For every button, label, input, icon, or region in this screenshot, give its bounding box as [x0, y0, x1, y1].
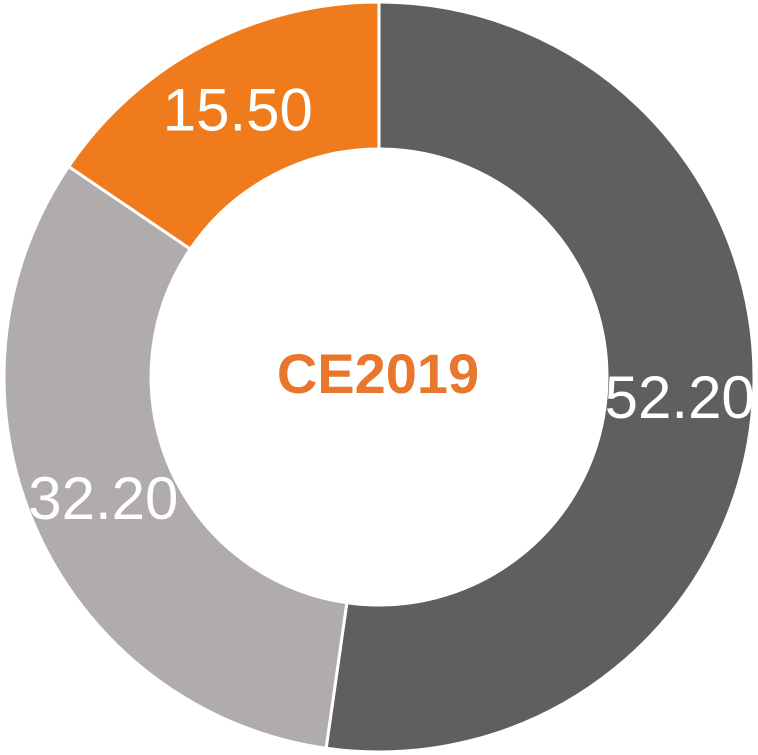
donut-slice [66, 0, 381, 252]
data-label: 52.20 [605, 364, 755, 431]
donut-slice [324, 0, 756, 754]
chart-title: CE2019 [277, 342, 479, 405]
data-label: 32.20 [28, 465, 178, 532]
data-label: 15.50 [163, 76, 313, 143]
donut-slice [2, 164, 349, 750]
